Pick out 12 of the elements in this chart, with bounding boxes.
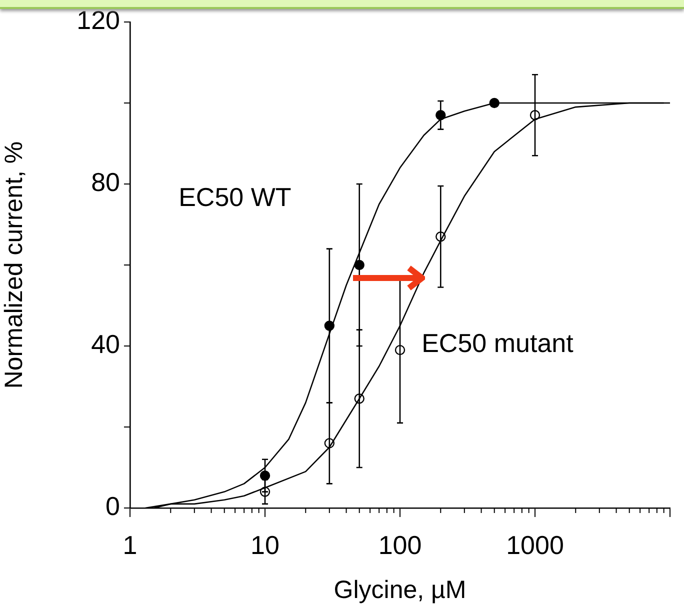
y-tick-label: 40 (91, 329, 120, 360)
x-axis-title: Glycine, µM (334, 576, 466, 604)
y-tick-label: 80 (91, 167, 120, 198)
x-tick-label: 10 (250, 530, 280, 560)
x-tick-label: 100 (378, 530, 422, 560)
y-tick-label: 120 (76, 5, 120, 36)
annotation: EC50 mutant (422, 328, 574, 360)
x-tick-label: 1 (122, 530, 138, 560)
x-tick-label: 1000 (506, 530, 564, 560)
y-axis-title: Normalized current, % (0, 141, 28, 389)
annotation: EC50 WT (178, 182, 292, 214)
y-tick-label: 0 (106, 491, 120, 522)
